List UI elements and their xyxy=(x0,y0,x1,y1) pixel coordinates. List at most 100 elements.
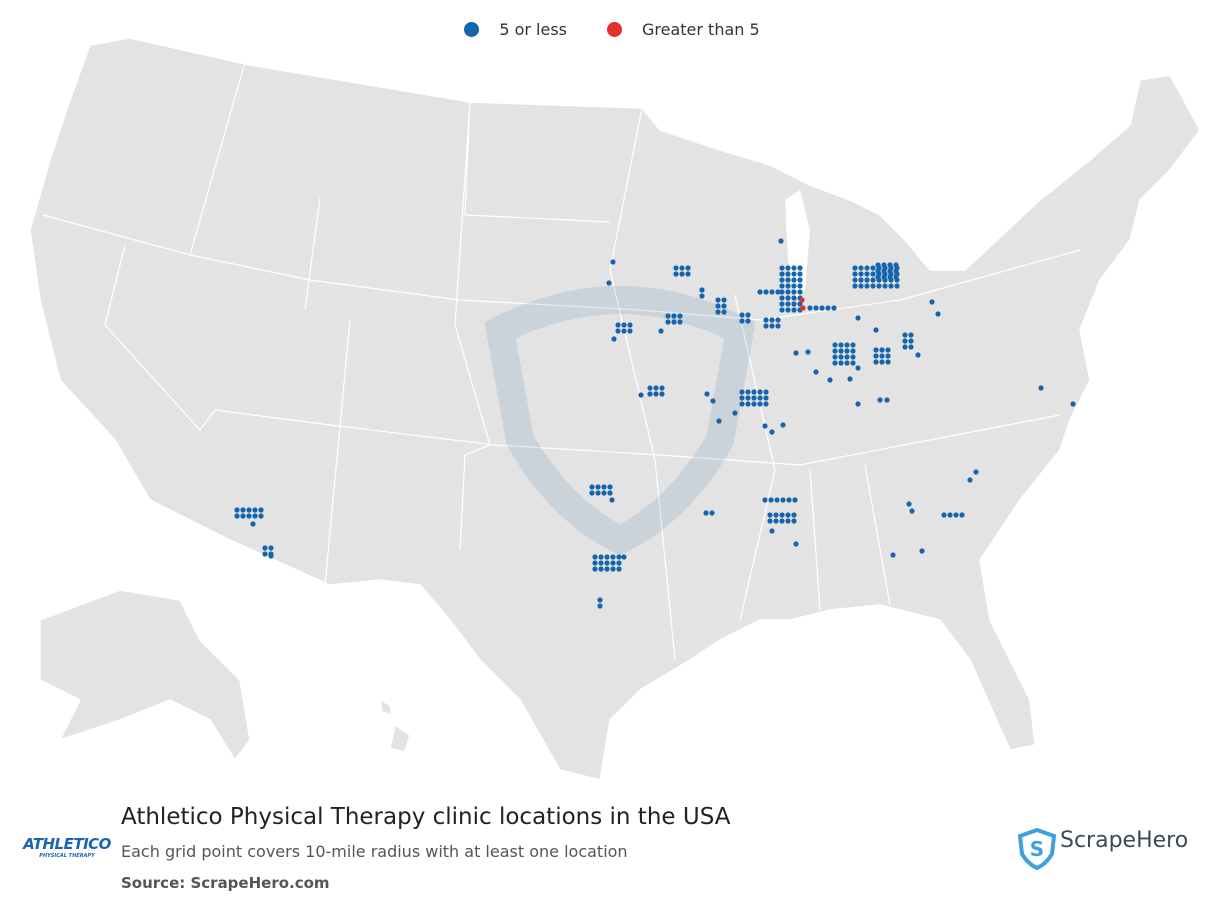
location-point xyxy=(885,347,891,353)
location-point xyxy=(850,360,856,366)
location-point xyxy=(627,328,633,334)
location-point xyxy=(813,305,819,311)
location-point xyxy=(665,313,671,319)
athletico-logo: ATHLETICO PHYSICAL THERAPY xyxy=(22,835,112,859)
location-point xyxy=(751,395,757,401)
location-point xyxy=(721,297,727,303)
location-point xyxy=(894,283,900,289)
location-point xyxy=(763,289,769,295)
location-point xyxy=(611,336,617,342)
location-point xyxy=(870,271,876,277)
location-point xyxy=(745,401,751,407)
location-point xyxy=(825,305,831,311)
location-point xyxy=(858,265,864,271)
location-point xyxy=(621,554,627,560)
location-point xyxy=(775,317,781,323)
location-point xyxy=(268,545,274,551)
location-point xyxy=(779,277,785,283)
location-point xyxy=(592,566,598,572)
location-point xyxy=(785,518,791,524)
location-point xyxy=(844,354,850,360)
location-point xyxy=(852,265,858,271)
location-point xyxy=(847,376,853,382)
location-point xyxy=(881,262,887,268)
location-point xyxy=(240,513,246,519)
location-point xyxy=(852,277,858,283)
legend: 5 or less Greater than 5 xyxy=(0,20,1224,39)
location-point xyxy=(870,283,876,289)
location-point xyxy=(844,342,850,348)
location-point xyxy=(919,548,925,554)
state-borders xyxy=(42,61,1081,661)
location-point xyxy=(653,385,659,391)
location-point xyxy=(791,277,797,283)
location-point xyxy=(879,353,885,359)
location-point xyxy=(855,315,861,321)
location-point xyxy=(850,342,856,348)
location-point xyxy=(597,597,603,603)
location-point xyxy=(616,566,622,572)
location-point xyxy=(769,429,775,435)
location-point xyxy=(745,318,751,324)
location-point xyxy=(763,323,769,329)
location-point xyxy=(673,265,679,271)
location-point xyxy=(929,299,935,305)
location-point xyxy=(659,385,665,391)
location-point xyxy=(739,389,745,395)
location-point xyxy=(887,262,893,268)
location-point xyxy=(785,271,791,277)
location-point xyxy=(785,283,791,289)
location-point xyxy=(763,389,769,395)
location-point xyxy=(627,322,633,328)
location-point xyxy=(947,512,953,518)
location-point xyxy=(885,353,891,359)
location-point xyxy=(800,305,806,311)
location-point xyxy=(852,271,858,277)
legend-swatch xyxy=(607,22,622,37)
location-point xyxy=(601,490,607,496)
location-point xyxy=(799,297,805,303)
location-point xyxy=(780,422,786,428)
location-point xyxy=(797,283,803,289)
location-point xyxy=(1038,385,1044,391)
location-point xyxy=(769,317,775,323)
location-point xyxy=(679,265,685,271)
location-point xyxy=(779,295,785,301)
location-point xyxy=(673,271,679,277)
lake-michigan xyxy=(785,190,810,300)
location-point xyxy=(779,271,785,277)
location-point xyxy=(908,344,914,350)
watermark xyxy=(484,286,756,556)
location-point xyxy=(791,271,797,277)
location-point xyxy=(838,348,844,354)
brand: ScrapeHero xyxy=(1060,828,1189,853)
location-point xyxy=(785,265,791,271)
location-point xyxy=(908,332,914,338)
location-point xyxy=(779,265,785,271)
legend-swatch xyxy=(464,22,480,37)
location-point xyxy=(876,283,882,289)
location-point xyxy=(658,328,664,334)
location-point xyxy=(715,297,721,303)
location-point xyxy=(850,348,856,354)
location-point xyxy=(779,512,785,518)
location-point xyxy=(893,274,899,280)
location-point xyxy=(832,342,838,348)
location-point xyxy=(762,497,768,503)
location-point xyxy=(769,528,775,534)
location-point xyxy=(246,507,252,513)
location-point xyxy=(647,391,653,397)
location-point xyxy=(767,518,773,524)
location-point xyxy=(864,277,870,283)
location-point xyxy=(609,497,615,503)
location-point xyxy=(879,359,885,365)
location-point xyxy=(864,271,870,277)
location-point xyxy=(779,289,785,295)
location-point xyxy=(775,289,781,295)
location-point xyxy=(665,319,671,325)
location-point xyxy=(887,268,893,274)
scrapehero-icon: S xyxy=(1017,827,1057,871)
location-point xyxy=(604,554,610,560)
location-point xyxy=(870,277,876,283)
location-point xyxy=(779,518,785,524)
